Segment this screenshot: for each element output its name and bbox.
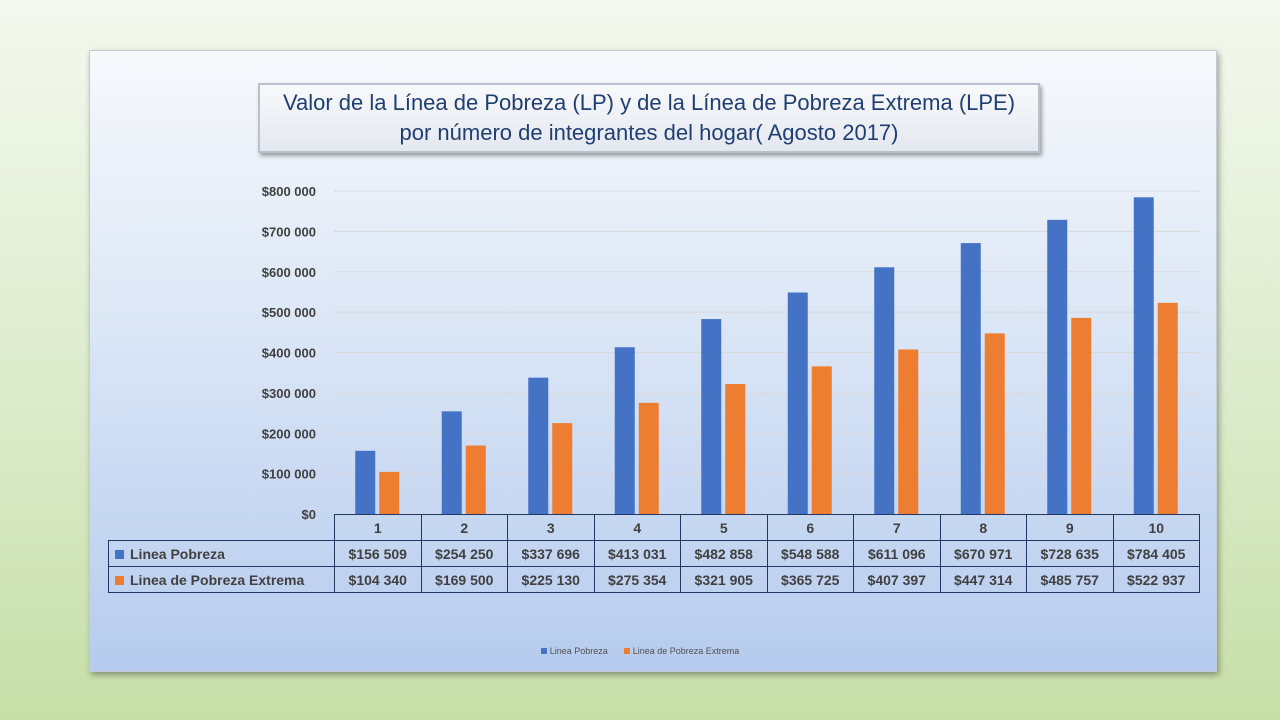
bar-linea-pobreza-5: [701, 319, 722, 514]
data-value-cell: $169 500: [420, 566, 508, 593]
y-tick-label: $100 000: [262, 467, 316, 482]
bar-linea-pobreza-1: [355, 450, 376, 514]
data-value-cell: $670 971: [939, 540, 1027, 567]
data-value-cell: $611 096: [853, 540, 941, 567]
data-value-cell: $482 858: [680, 540, 768, 567]
bar-linea-pobreza-extrema-2: [465, 445, 486, 514]
data-table: 1 2 3 4 5 6 7 8 9 10 Linea Pobreza $156 509 $254 250…: [108, 514, 1200, 593]
legend-swatch: [540, 648, 547, 654]
y-axis-tick-labels: $0$100 000$200 000$300 000$400 000$500 0…: [262, 184, 316, 522]
data-value-cell: $225 130: [507, 566, 595, 593]
gridlines: [334, 190, 1199, 515]
category-label: 3: [507, 514, 595, 541]
bar-linea-pobreza-extrema-9: [1071, 317, 1092, 514]
data-value-cell: $275 354: [593, 566, 681, 593]
bar-linea-pobreza-10: [1133, 197, 1154, 514]
data-value-cell: $321 905: [680, 566, 768, 593]
legend-label: Linea Pobreza: [549, 646, 608, 656]
category-label: 8: [939, 514, 1027, 541]
data-value-cell: $548 588: [766, 540, 854, 567]
legend-item: Linea de Pobreza Extrema: [623, 646, 740, 656]
data-value-cell: $407 397: [853, 566, 941, 593]
data-value-cell: $337 696: [507, 540, 595, 567]
data-table-header-row: 1 2 3 4 5 6 7 8 9 10: [108, 514, 1200, 541]
category-label: 6: [766, 514, 854, 541]
data-value-cell: $522 937: [1112, 566, 1200, 593]
data-value-cell: $104 340: [334, 566, 422, 593]
bar-linea-pobreza-4: [614, 347, 635, 514]
bar-linea-pobreza-extrema-4: [638, 402, 659, 514]
bar-linea-pobreza-extrema-5: [725, 384, 746, 514]
category-label: 2: [420, 514, 508, 541]
legend-swatch: [623, 648, 630, 654]
category-label: 9: [1026, 514, 1114, 541]
data-value-cell: $365 725: [766, 566, 854, 593]
series-name-cell: Linea de Pobreza Extrema: [108, 566, 335, 593]
y-tick-label: $200 000: [262, 426, 316, 441]
data-value-cell: $784 405: [1112, 540, 1200, 567]
y-tick-label: $800 000: [262, 184, 316, 199]
data-value-cell: $728 635: [1026, 540, 1114, 567]
series-color-swatch: [115, 549, 124, 559]
y-tick-label: $600 000: [262, 265, 316, 280]
y-tick-label: $500 000: [262, 305, 316, 320]
data-value-cell: $447 314: [939, 566, 1027, 593]
bars: [355, 197, 1178, 515]
bar-linea-pobreza-2: [441, 411, 462, 514]
legend-label: Linea de Pobreza Extrema: [632, 646, 740, 656]
bar-linea-pobreza-extrema-10: [1157, 302, 1178, 514]
data-value-cell: $254 250: [420, 540, 508, 567]
bar-linea-pobreza-7: [874, 267, 895, 514]
bar-linea-pobreza-extrema-6: [811, 366, 832, 514]
bar-linea-pobreza-extrema-1: [379, 471, 400, 514]
bar-linea-pobreza-9: [1047, 219, 1068, 515]
y-tick-label: $400 000: [262, 346, 316, 361]
legend: Linea Pobreza Linea de Pobreza Extrema: [0, 646, 1280, 656]
y-tick-label: $700 000: [262, 224, 316, 239]
category-label: 10: [1112, 514, 1200, 541]
bar-linea-pobreza-6: [787, 292, 808, 514]
category-label: 1: [334, 514, 422, 541]
chart-title: Valor de la Línea de Pobreza (LP) y de l…: [258, 83, 1040, 153]
data-value-cell: $413 031: [593, 540, 681, 567]
series-name: Linea de Pobreza Extrema: [130, 571, 305, 588]
bar-linea-pobreza-8: [960, 243, 981, 514]
series-color-swatch: [115, 575, 124, 585]
data-value-cell: $156 509: [334, 540, 422, 567]
data-table-row: Linea de Pobreza Extrema $104 340 $169 500…: [108, 566, 1200, 593]
chart-title-line-1: Valor de la Línea de Pobreza (LP) y de l…: [282, 90, 1016, 115]
bar-linea-pobreza-extrema-7: [898, 349, 919, 514]
bar-linea-pobreza-extrema-3: [552, 423, 573, 514]
category-label: 4: [593, 514, 681, 541]
category-label: 7: [853, 514, 941, 541]
chart-title-line-2: por número de integrantes del hogar( Ago…: [399, 120, 899, 145]
data-table-corner: [108, 514, 335, 541]
series-name-cell: Linea Pobreza: [108, 540, 335, 567]
y-tick-label: $300 000: [262, 386, 316, 401]
category-label: 5: [680, 514, 768, 541]
bar-linea-pobreza-extrema-8: [984, 333, 1005, 514]
legend-item: Linea Pobreza: [540, 646, 608, 656]
series-name: Linea Pobreza: [130, 545, 225, 562]
data-value-cell: $485 757: [1026, 566, 1114, 593]
bar-linea-pobreza-3: [528, 377, 549, 514]
data-table-row: Linea Pobreza $156 509 $254 250 $337 696 $41…: [108, 540, 1200, 567]
